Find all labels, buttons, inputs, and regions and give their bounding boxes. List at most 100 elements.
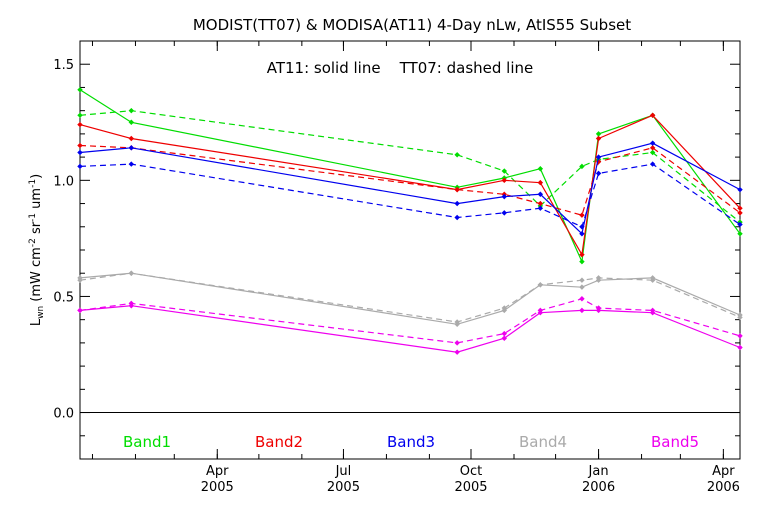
series-line-solid bbox=[79, 305, 741, 353]
series-band3 bbox=[77, 140, 743, 237]
data-point bbox=[737, 314, 743, 321]
data-point bbox=[128, 161, 135, 167]
data-point bbox=[579, 296, 585, 302]
x-tick-label-month: Apr bbox=[712, 464, 735, 479]
data-point bbox=[649, 149, 656, 156]
data-point bbox=[501, 210, 508, 216]
data-point bbox=[77, 163, 83, 170]
data-point bbox=[579, 277, 585, 283]
data-point bbox=[501, 168, 508, 174]
data-point bbox=[579, 231, 585, 237]
y-tick-label: 1.0 bbox=[53, 174, 74, 189]
x-tick-label-month: Jul bbox=[335, 464, 352, 479]
data-point bbox=[737, 186, 743, 193]
data-point bbox=[649, 307, 656, 314]
series-line-dashed bbox=[79, 272, 741, 323]
chart-title: MODIST(TT07) & MODISA(AT11) 4-Day nLw, A… bbox=[193, 16, 631, 34]
data-point bbox=[537, 307, 544, 314]
data-point bbox=[579, 307, 585, 314]
data-point bbox=[454, 200, 460, 207]
y-tick-label: 0.0 bbox=[53, 407, 74, 422]
y-axis-label-end: ) bbox=[29, 174, 44, 179]
plot-frame bbox=[79, 40, 741, 460]
data-point bbox=[501, 330, 508, 337]
y-axis-label-sup2: -1 bbox=[28, 213, 38, 222]
data-point bbox=[501, 335, 508, 341]
data-point bbox=[501, 177, 508, 184]
x-tick-label-month: Jan bbox=[588, 464, 609, 479]
data-point bbox=[77, 307, 83, 314]
data-point bbox=[579, 258, 585, 265]
series-band4 bbox=[77, 270, 743, 328]
legend-band3: Band3 bbox=[387, 433, 435, 451]
series-layer bbox=[77, 87, 743, 355]
series-line-solid bbox=[79, 142, 741, 235]
y-axis: 0.0 0.5 1.0 1.5 bbox=[53, 40, 740, 460]
data-point bbox=[454, 319, 460, 325]
series-band1 bbox=[77, 87, 743, 265]
data-point bbox=[595, 159, 602, 165]
data-point bbox=[128, 119, 135, 126]
data-point bbox=[649, 161, 656, 167]
x-tick-label-year: 2006 bbox=[582, 480, 615, 495]
data-point bbox=[579, 224, 585, 230]
legend-band2: Band2 bbox=[255, 433, 303, 451]
x-tick-label-month: Apr bbox=[206, 464, 229, 479]
y-axis-label-mid2: um bbox=[29, 188, 44, 213]
data-point bbox=[537, 165, 544, 172]
data-point bbox=[128, 145, 135, 151]
data-point bbox=[595, 275, 602, 281]
data-point bbox=[649, 145, 656, 151]
y-axis-label: Lwn (mW cm-2 sr-1 um-1) bbox=[28, 174, 46, 326]
data-point bbox=[649, 140, 656, 146]
y-tick-label: 0.5 bbox=[53, 290, 74, 305]
series-line-dashed bbox=[79, 110, 741, 223]
y-axis-label-main: L bbox=[29, 318, 44, 326]
data-point bbox=[579, 284, 585, 290]
legend-band1: Band1 bbox=[123, 433, 171, 451]
y-axis-label-rest: (mW cm bbox=[29, 247, 44, 306]
x-tick-label-month: Oct bbox=[460, 464, 482, 479]
legend-band4: Band4 bbox=[519, 433, 567, 451]
data-point bbox=[737, 344, 743, 351]
legend-band5: Band5 bbox=[651, 433, 699, 451]
data-point bbox=[537, 179, 544, 186]
y-axis-label-sup1: -2 bbox=[28, 238, 38, 247]
x-tick-label-year: 2006 bbox=[707, 480, 740, 495]
data-point bbox=[649, 112, 656, 119]
data-point bbox=[77, 112, 83, 119]
data-point bbox=[77, 142, 83, 149]
x-tick-label-year: 2005 bbox=[327, 480, 360, 495]
data-point bbox=[595, 305, 602, 311]
data-point bbox=[454, 340, 460, 346]
data-point bbox=[737, 221, 743, 228]
data-point bbox=[128, 135, 135, 142]
data-point bbox=[737, 333, 743, 339]
y-axis-label-sup3: -1 bbox=[28, 179, 38, 188]
x-tick-label-year: 2005 bbox=[201, 480, 234, 495]
legend: Band1 Band2 Band3 Band4 Band5 bbox=[123, 433, 699, 451]
series-line-solid bbox=[79, 89, 741, 264]
data-point bbox=[649, 277, 656, 283]
data-point bbox=[579, 212, 585, 218]
data-point bbox=[77, 87, 83, 93]
data-point bbox=[77, 149, 83, 156]
data-point bbox=[501, 193, 508, 200]
x-tick-label-year: 2005 bbox=[454, 480, 487, 495]
data-point bbox=[77, 121, 83, 128]
data-point bbox=[454, 349, 460, 355]
data-point bbox=[595, 135, 602, 142]
data-point bbox=[595, 170, 602, 177]
y-tick-label: 1.5 bbox=[53, 58, 74, 73]
data-point bbox=[454, 152, 460, 158]
data-point bbox=[595, 131, 602, 137]
data-point bbox=[737, 231, 743, 237]
series-line-solid bbox=[79, 114, 741, 257]
data-point bbox=[501, 305, 508, 311]
series-band5 bbox=[77, 296, 743, 355]
data-point bbox=[454, 186, 460, 193]
y-axis-label-mid: sr bbox=[29, 221, 44, 238]
data-point bbox=[579, 251, 585, 258]
